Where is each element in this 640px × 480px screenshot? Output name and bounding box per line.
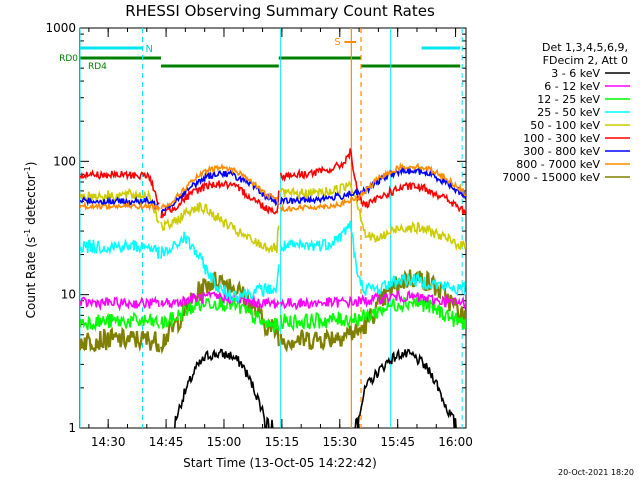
legend-label-4: 50 - 100 keV xyxy=(530,119,600,132)
x-tick-label: 15:15 xyxy=(265,435,300,449)
y-axis-label-sup1: -1 xyxy=(23,229,32,237)
series-line-1 xyxy=(80,290,466,312)
legend: Det 1,3,4,5,6,9, FDecim 2, Att 0 3 - 6 k… xyxy=(502,41,630,184)
series-line-3 xyxy=(80,220,466,305)
legend-label-5: 100 - 300 keV xyxy=(523,132,600,145)
legend-label-2: 12 - 25 keV xyxy=(537,93,600,106)
legend-label-0: 3 - 6 keV xyxy=(551,67,600,80)
n-flag-label: N xyxy=(146,44,153,55)
legend-label-8: 7000 - 15000 keV xyxy=(502,171,600,184)
legend-header-line-1: Det 1,3,4,5,6,9, xyxy=(542,41,628,54)
legend-label-7: 800 - 7000 keV xyxy=(516,158,600,171)
x-tick-label: 14:30 xyxy=(91,435,126,449)
y-tick-label: 1 xyxy=(68,421,76,435)
legend-label-6: 300 - 800 keV xyxy=(523,145,600,158)
x-tick-label: 15:00 xyxy=(207,435,242,449)
series-line-8 xyxy=(80,269,466,355)
y-axis-label-mid: detector xyxy=(24,174,38,229)
timestamp: 20-Oct-2021 18:20 xyxy=(558,468,634,477)
y-axis-label-end: ) xyxy=(24,162,38,167)
series-line-7 xyxy=(80,162,466,213)
series-line-6 xyxy=(80,165,466,213)
legend-label-1: 6 - 12 keV xyxy=(544,80,600,93)
x-tick-label: 14:45 xyxy=(149,435,184,449)
x-tick-label: 16:00 xyxy=(438,435,473,449)
y-tick-label: 10 xyxy=(61,288,76,302)
y-tick-label: 1000 xyxy=(45,21,76,35)
s-flag-label: S xyxy=(334,37,340,48)
x-tick-label: 15:30 xyxy=(322,435,357,449)
y-axis-label: Count Rate (s-1 detector-1) xyxy=(23,162,38,319)
series-line-4 xyxy=(80,180,466,255)
y-axis-label-main: Count Rate (s xyxy=(24,237,38,319)
y-tick-label: 100 xyxy=(53,154,76,168)
plot-area: 1 10 100 1000 14:30 14:45 15:00 15:15 15:30 15:45… xyxy=(45,21,472,449)
x-tick-label: 15:45 xyxy=(380,435,415,449)
x-axis-label: Start Time (13-Oct-05 14:22:42) xyxy=(183,456,377,470)
y-axis-label-sup2: -1 xyxy=(23,166,32,174)
chart-title: RHESSI Observing Summary Count Rates xyxy=(125,2,435,20)
legend-label-3: 25 - 50 keV xyxy=(537,106,600,119)
series-line-0 xyxy=(173,348,457,428)
rd4-flag-label: RD4 xyxy=(88,62,107,72)
series-line-5 xyxy=(80,148,466,219)
legend-header-line-2: FDecim 2, Att 0 xyxy=(543,54,628,67)
plot-clip-group xyxy=(80,28,466,428)
rd0-flag-label: RD0 xyxy=(59,54,78,64)
